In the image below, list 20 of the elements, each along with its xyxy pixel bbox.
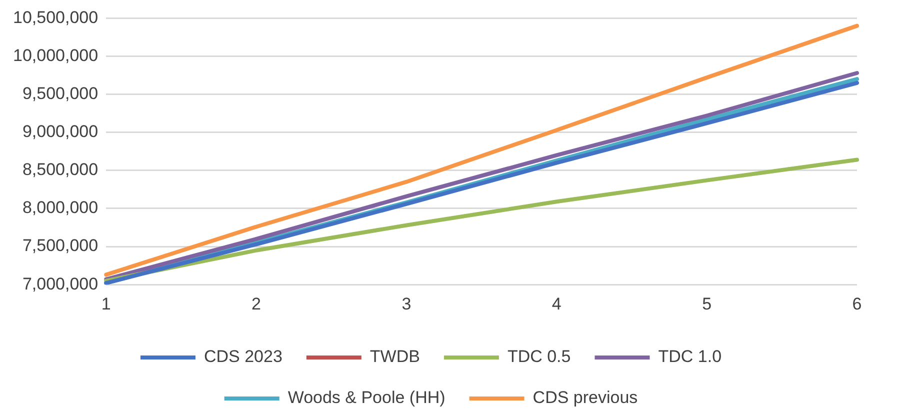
legend-label: TWDB	[370, 347, 420, 366]
x-tick-label: 6	[852, 294, 862, 314]
y-tick-label: 8,000,000	[22, 198, 98, 218]
legend-label: TDC 1.0	[658, 347, 722, 366]
y-tick-label: 8,500,000	[22, 160, 98, 180]
y-tick-label: 10,500,000	[12, 8, 98, 27]
y-tick-label: 7,500,000	[22, 236, 98, 256]
y-tick-label: 7,000,000	[22, 274, 98, 294]
legend-label: CDS 2023	[204, 347, 282, 366]
legend-label: TDC 0.5	[507, 347, 571, 366]
y-tick-label: 9,500,000	[22, 84, 98, 103]
y-tick-label: 9,000,000	[22, 122, 98, 142]
y-tick-label: 10,000,000	[12, 46, 98, 65]
legend-label: Woods & Poole (HH)	[288, 388, 446, 408]
x-tick-label: 5	[702, 294, 712, 314]
x-tick-label: 1	[101, 294, 111, 314]
x-tick-label: 2	[252, 294, 261, 314]
legend-label: CDS previous	[532, 388, 638, 408]
x-tick-label: 3	[402, 294, 412, 314]
x-tick-label: 4	[552, 294, 562, 314]
